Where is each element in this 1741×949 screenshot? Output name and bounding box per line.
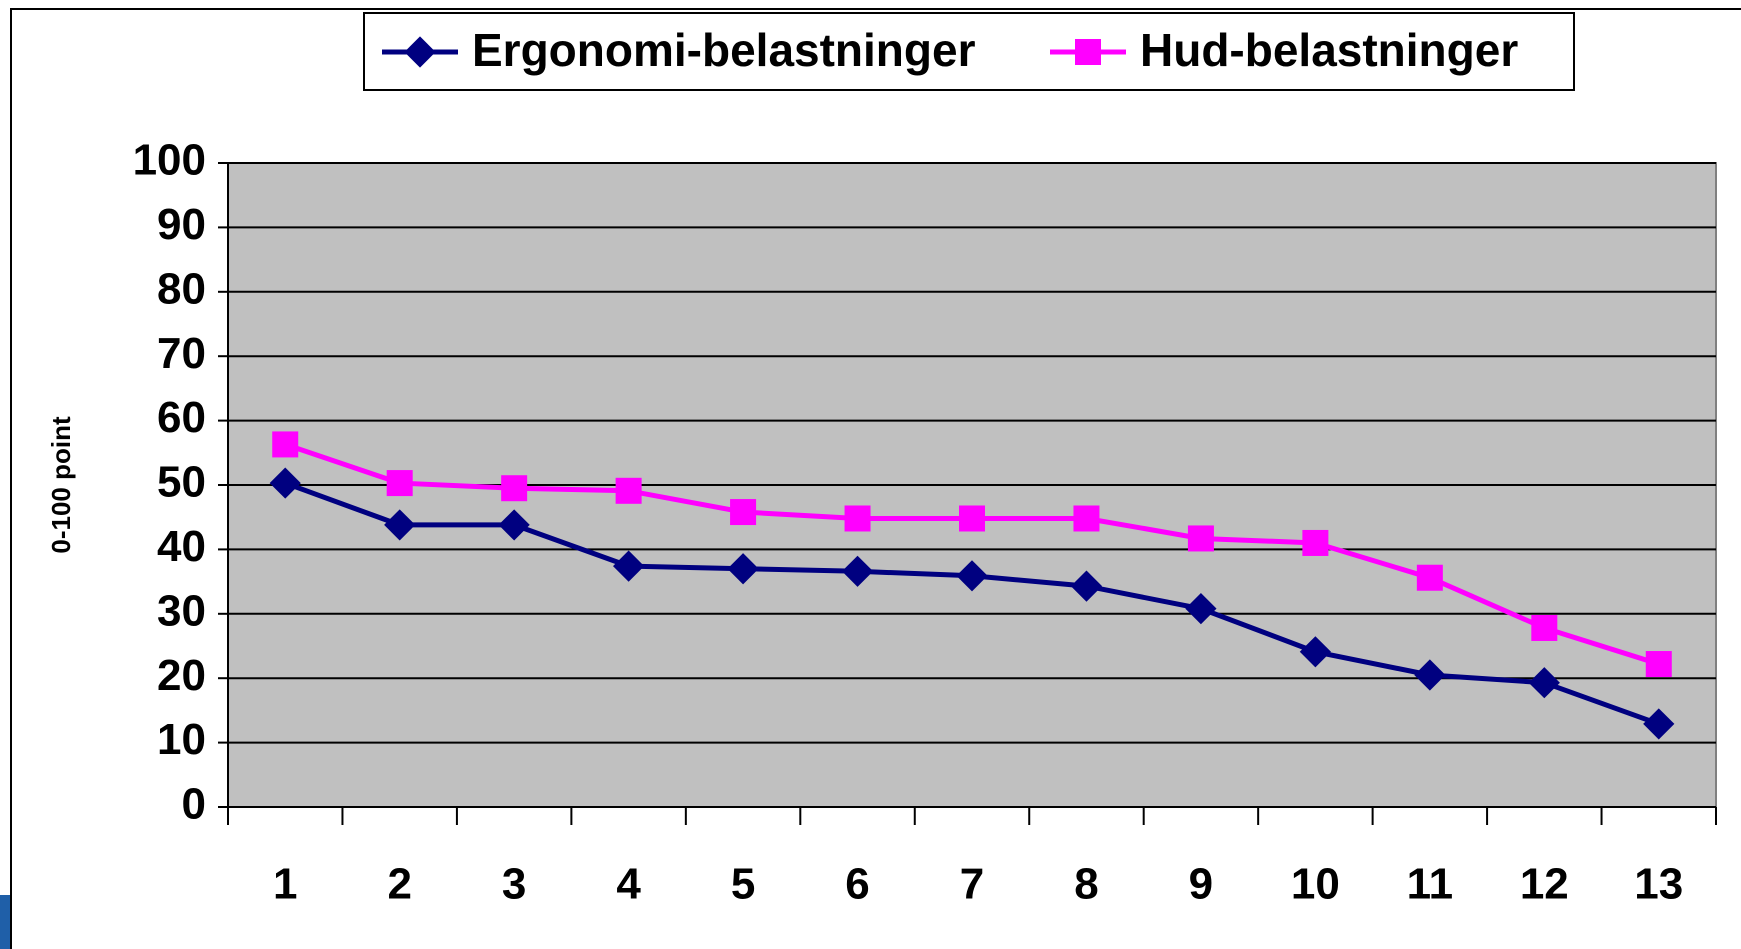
marker [1531, 614, 1558, 641]
x-tick-label: 6 [845, 860, 869, 909]
x-tick-label: 13 [1634, 860, 1683, 909]
y-tick-label: 100 [133, 136, 206, 185]
marker [386, 470, 413, 497]
marker [1302, 529, 1329, 556]
marker [1416, 564, 1443, 591]
marker [501, 475, 528, 502]
x-tick-label: 10 [1291, 860, 1340, 909]
legend-label: Hud-belastninger [1140, 24, 1518, 76]
x-tick-label: 12 [1520, 860, 1569, 909]
x-tick-label: 7 [960, 860, 984, 909]
marker [956, 560, 988, 592]
x-tick-label: 8 [1074, 860, 1098, 909]
marker [1299, 636, 1331, 668]
y-tick-label: 80 [157, 264, 206, 313]
y-tick-label: 30 [157, 586, 206, 635]
chart-frame [10, 8, 1741, 949]
y-tick-label: 20 [157, 651, 206, 700]
marker [1073, 505, 1100, 532]
y-tick-label: 60 [157, 393, 206, 442]
y-tick-label: 90 [157, 200, 206, 249]
marker [841, 555, 874, 587]
marker [1075, 39, 1101, 65]
legend [363, 12, 1575, 91]
y-axis-label: 0-100 point [46, 416, 76, 554]
marker [384, 509, 416, 541]
y-tick-label: 40 [157, 522, 206, 571]
marker [613, 550, 645, 582]
marker [1645, 651, 1672, 678]
x-tick-label: 9 [1189, 860, 1213, 909]
x-tick-label: 11 [1407, 860, 1454, 909]
x-tick-label: 2 [387, 860, 411, 909]
y-tick-label: 10 [157, 715, 206, 764]
y-tick-label: 0 [182, 780, 206, 829]
marker [498, 509, 530, 541]
marker [1414, 659, 1446, 691]
marker [404, 36, 436, 68]
marker [730, 499, 757, 526]
x-tick-label: 4 [616, 860, 641, 909]
marker [1070, 570, 1103, 602]
marker [1528, 667, 1560, 699]
marker [269, 467, 301, 499]
marker [727, 553, 759, 585]
marker [1643, 708, 1675, 740]
y-tick-label: 50 [157, 458, 206, 507]
marker [959, 505, 985, 532]
legend-label: Ergonomi-belastninger [472, 24, 976, 76]
corner-decoration [0, 895, 10, 949]
x-tick-label: 5 [731, 860, 755, 909]
y-tick-label: 70 [157, 329, 206, 378]
marker [1185, 593, 1217, 625]
x-tick-label: 1 [273, 860, 297, 909]
marker [272, 431, 299, 458]
marker [1187, 525, 1214, 552]
marker [844, 505, 871, 532]
marker [615, 477, 642, 504]
x-tick-label: 3 [502, 860, 526, 909]
